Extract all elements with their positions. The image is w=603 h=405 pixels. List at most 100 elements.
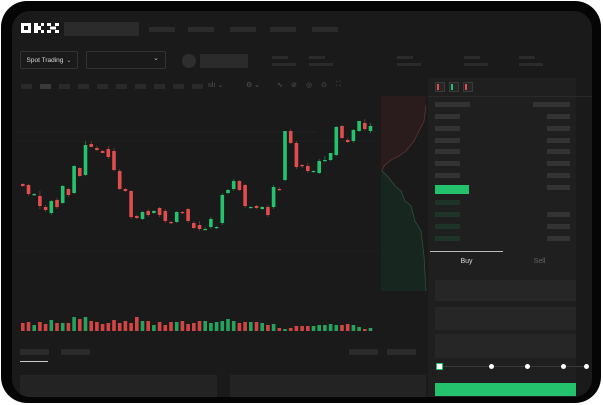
tab-open-orders[interactable] — [20, 349, 49, 355]
volume-bar — [146, 321, 150, 331]
volume-bar — [129, 323, 133, 331]
slider-tick[interactable] — [584, 364, 589, 369]
volume-bar — [306, 326, 310, 331]
volume-bar — [123, 321, 128, 331]
bid-amount — [547, 236, 570, 241]
candle-down — [277, 189, 282, 191]
amount-slider[interactable] — [437, 366, 589, 367]
slider-handle[interactable] — [436, 363, 443, 370]
nav-item[interactable] — [270, 27, 296, 32]
tab-order-history[interactable] — [61, 349, 90, 355]
candle-up — [328, 153, 333, 160]
pair-select[interactable]: ⌄ — [86, 51, 166, 69]
volume-bar — [174, 322, 179, 331]
all-orders-button[interactable] — [387, 349, 416, 355]
timeframe-button[interactable] — [78, 84, 89, 89]
ask-price — [435, 126, 460, 131]
depth-chart — [381, 96, 427, 291]
candle-up — [140, 212, 145, 219]
settings-icon[interactable]: ⊙ — [321, 82, 327, 89]
volume-bar — [220, 321, 225, 331]
amount-input[interactable] — [435, 307, 576, 330]
volume-bar — [209, 323, 213, 331]
volume-bar — [60, 323, 65, 331]
candle-down — [106, 149, 111, 157]
volume-bar — [26, 322, 31, 331]
volume-bar — [180, 321, 185, 331]
slider-tick[interactable] — [561, 364, 566, 369]
orderbook-sell-icon[interactable] — [463, 82, 473, 92]
timeframe-button[interactable] — [173, 84, 184, 89]
candle-down — [129, 191, 133, 217]
volume-bar — [197, 321, 202, 331]
timeframe-button[interactable] — [21, 84, 32, 89]
nav-item[interactable] — [188, 27, 214, 32]
volume-bar — [254, 322, 259, 331]
timeframe-button[interactable] — [116, 84, 127, 89]
candlestick-chart[interactable] — [16, 96, 381, 331]
candle-down — [306, 166, 310, 171]
candle-down — [243, 185, 247, 206]
timeframe-button[interactable] — [40, 84, 51, 89]
volume-bar — [78, 319, 82, 331]
candle-up — [174, 212, 179, 222]
tab-buy[interactable]: Buy — [460, 258, 473, 265]
candle-down — [66, 189, 71, 195]
camera-icon[interactable]: ◎ — [306, 82, 313, 89]
fullscreen-icon[interactable]: ⛶ — [336, 81, 341, 88]
candle-down — [288, 131, 293, 143]
volume-bar — [311, 326, 316, 331]
candle-down — [266, 207, 270, 215]
search-bar[interactable] — [64, 22, 139, 36]
volume-bar — [249, 322, 253, 331]
price-input[interactable] — [435, 280, 576, 301]
candle-down — [237, 181, 242, 190]
candle-up — [249, 207, 253, 209]
timeframe-button[interactable] — [192, 84, 203, 89]
candle-up — [311, 171, 316, 173]
ask-amount — [547, 173, 570, 178]
nav-item[interactable] — [149, 27, 175, 32]
volume-bar — [368, 328, 373, 331]
slider-tick[interactable] — [489, 364, 494, 369]
candle-up — [226, 190, 230, 193]
orders-panel-left — [20, 375, 217, 397]
timeframe-button[interactable] — [135, 84, 146, 89]
ask-amount — [547, 138, 570, 143]
total-input[interactable] — [435, 334, 576, 358]
orderbook-buy-icon[interactable] — [449, 82, 459, 92]
volume-bar — [260, 323, 264, 331]
slider-tick[interactable] — [525, 364, 530, 369]
volume-bar — [288, 328, 293, 331]
indicator-select[interactable]: ⚙ ⌄ — [246, 82, 261, 89]
ruler-icon[interactable]: ⊘ — [291, 82, 297, 89]
orderbook-both-icon[interactable] — [435, 82, 445, 92]
stat-value — [272, 63, 296, 66]
timeframe-button[interactable] — [154, 84, 165, 89]
tab-sell[interactable]: Sell — [533, 258, 546, 265]
filter-button[interactable] — [349, 349, 378, 355]
timeframe-button[interactable] — [97, 84, 108, 89]
volume-bar — [89, 321, 93, 331]
volume-bar — [192, 323, 196, 331]
volume-bar — [106, 323, 111, 331]
line-tool-icon[interactable]: ∿ — [277, 82, 283, 89]
candle-up — [271, 187, 276, 207]
mode-select[interactable]: Spot Trading ⌄ — [20, 51, 78, 69]
candle-down — [123, 189, 128, 191]
volume-bar — [226, 319, 230, 331]
candle-up — [203, 229, 207, 231]
bid-price — [435, 212, 460, 217]
timeframe-button[interactable] — [59, 84, 70, 89]
stat-label — [272, 56, 288, 59]
volume-bar — [328, 324, 333, 331]
volume-bar — [323, 325, 327, 331]
nav-item[interactable] — [312, 27, 338, 32]
buy-tab-underline — [430, 251, 503, 252]
buy-button[interactable] — [435, 383, 576, 396]
volume-bar — [140, 321, 145, 331]
interval-select[interactable]: ıılı ⌄ — [208, 82, 224, 89]
nav-item[interactable] — [230, 27, 256, 32]
orderbook-header-amount — [533, 102, 570, 107]
